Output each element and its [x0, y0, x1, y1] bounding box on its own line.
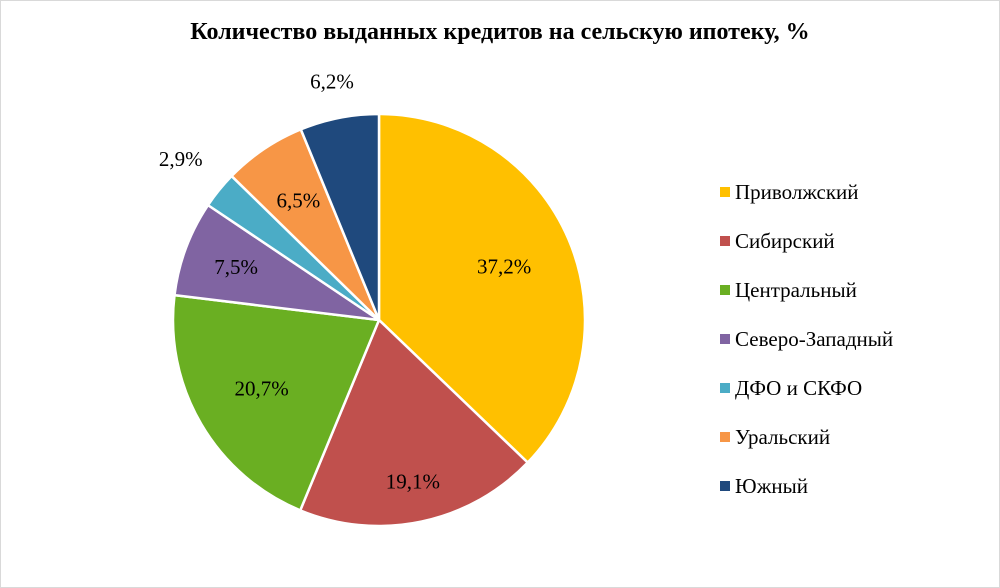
data-label-уральский: 6,5% [277, 188, 321, 212]
legend-item-южный: Южный [720, 474, 808, 498]
data-label-сибирский: 19,1% [386, 469, 440, 493]
legend-item-приволжский: Приволжский [720, 180, 859, 204]
legend-swatch-центральный [720, 285, 730, 295]
legend-item-уральский: Уральский [720, 425, 830, 449]
legend-label-северо-западный: Северо-Западный [735, 327, 893, 351]
legend-label-дфо-и-скфо: ДФО и СКФО [735, 376, 862, 400]
legend-item-сибирский: Сибирский [720, 229, 835, 253]
legend-swatch-дфо-и-скфо [720, 383, 730, 393]
legend-swatch-сибирский [720, 236, 730, 246]
data-label-северо-западный: 7,5% [214, 255, 258, 279]
legend-label-приволжский: Приволжский [735, 180, 859, 204]
legend-swatch-южный [720, 481, 730, 491]
chart-title: Количество выданных кредитов на сельскую… [190, 19, 810, 45]
pie-slice-северо-западный [173, 203, 381, 322]
legend: Приволжский Сибирский Центральный Северо-За… [720, 180, 893, 498]
pie-slice-приволжский [377, 112, 587, 464]
legend-label-сибирский: Сибирский [735, 229, 835, 253]
legend-swatch-северо-западный [720, 334, 730, 344]
legend-swatch-уральский [720, 432, 730, 442]
legend-label-центральный: Центральный [735, 278, 857, 302]
legend-item-северо-западный: Северо-Западный [720, 327, 893, 351]
pie-slice-сибирский [298, 318, 529, 528]
legend-swatch-приволжский [720, 187, 730, 197]
legend-label-уральский: Уральский [735, 425, 830, 449]
legend-item-центральный: Центральный [720, 278, 857, 302]
pie-slice-южный [299, 112, 381, 322]
data-label-приволжский: 37,2% [477, 255, 531, 279]
legend-item-дфо-и-скфо: ДФО и СКФО [720, 376, 862, 400]
data-label-дфо-и-скфо: 2,9% [159, 147, 203, 171]
pie-slices [171, 112, 587, 528]
data-label-южный: 6,2% [310, 70, 354, 94]
pie-data-labels: 37,2% 19,1% 20,7% 7,5% 2,9% 6,5% 6,2% [159, 70, 531, 494]
legend-label-южный: Южный [735, 474, 808, 498]
data-label-центральный: 20,7% [234, 377, 288, 401]
pie-slice-центральный [171, 293, 381, 512]
